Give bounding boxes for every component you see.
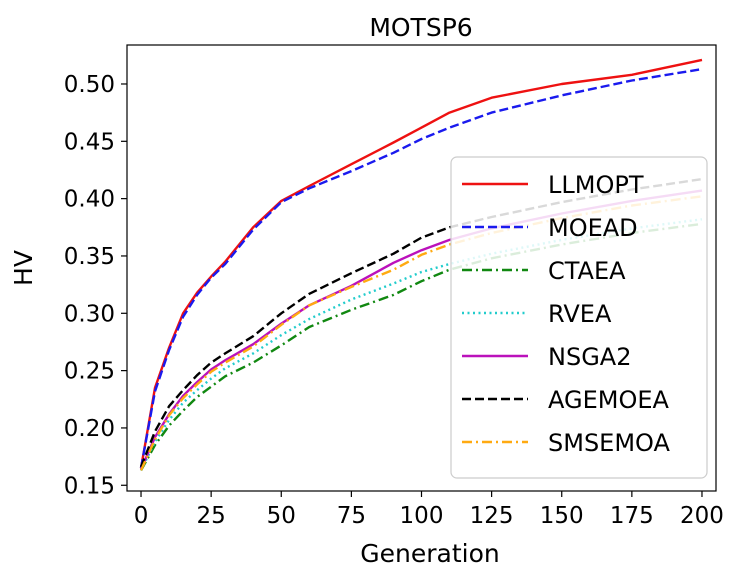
chart-title: MOTSP6 (369, 13, 472, 42)
x-tick-label: 200 (680, 503, 724, 529)
legend-box (450, 156, 708, 479)
y-tick-label: 0.15 (64, 473, 115, 499)
legend-label-ctaea: CTAEA (548, 257, 626, 285)
y-tick-label: 0.35 (64, 244, 115, 270)
legend-label-agemoea: AGEMOEA (548, 386, 670, 414)
series-line-ctaea (139, 222, 703, 471)
x-axis-label: Generation (360, 539, 499, 568)
x-tick-label: 100 (400, 503, 444, 529)
series-line-moead (139, 67, 703, 469)
y-tick-label: 0.25 (64, 359, 115, 385)
y-tick-label: 0.30 (64, 301, 115, 327)
legend-label-moead: MOEAD (548, 214, 638, 242)
legend-label-rvea: RVEA (548, 300, 612, 328)
legend-label-smsemoa: SMSEMOA (548, 429, 671, 457)
y-tick-label: 0.40 (64, 187, 115, 213)
x-tick-label: 50 (267, 503, 296, 529)
legend-label-nsga2: NSGA2 (548, 343, 631, 371)
y-ticks: 0.15 0.20 0.25 0.30 0.35 0.40 0.45 0.50 (64, 72, 127, 499)
x-ticks: 0 25 50 75 100 125 150 175 200 (134, 491, 724, 529)
series-line-llmopt (139, 58, 703, 469)
legend: LLMOPT MOEAD CTAEA RVEA NSGA2 AGEMOEA SMSEMOA (450, 156, 708, 479)
y-axis-label: HV (9, 250, 38, 286)
y-tick-label: 0.50 (64, 72, 115, 98)
y-tick-label: 0.20 (64, 416, 115, 442)
x-tick-label: 25 (197, 503, 226, 529)
x-tick-label: 175 (610, 503, 654, 529)
y-tick-label: 0.45 (64, 129, 115, 155)
x-tick-label: 125 (470, 503, 514, 529)
x-tick-label: 75 (337, 503, 366, 529)
x-tick-label: 0 (134, 503, 149, 529)
x-tick-label: 150 (540, 503, 584, 529)
series-line-rvea (139, 218, 703, 471)
legend-label-llmopt: LLMOPT (548, 171, 644, 199)
